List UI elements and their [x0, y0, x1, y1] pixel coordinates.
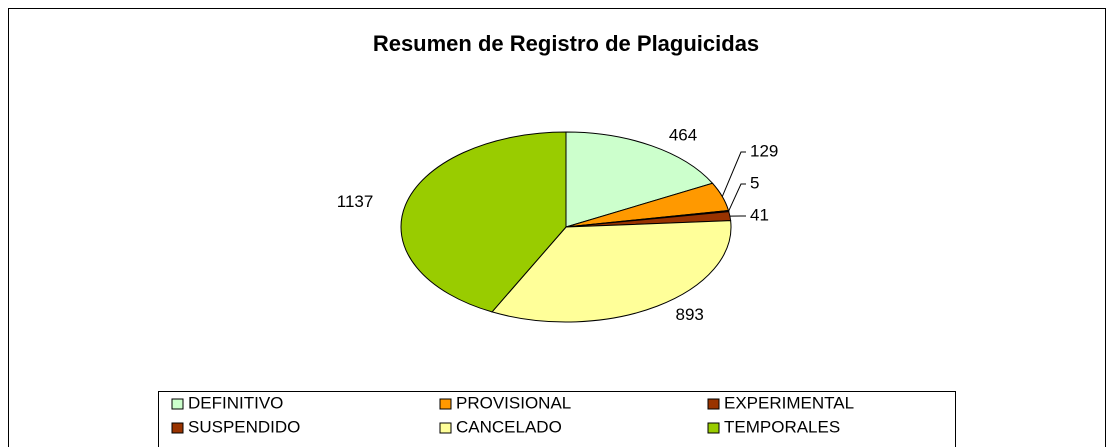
- data-label: 41: [750, 205, 769, 224]
- legend-marker: [171, 422, 184, 434]
- legend-marker: [439, 398, 452, 410]
- legend-label: PROVISIONAL: [456, 393, 571, 412]
- legend-label: TEMPORALES: [724, 417, 840, 436]
- leader-line: [721, 151, 746, 197]
- leader-line: [728, 183, 746, 212]
- legend-marker: [707, 398, 720, 410]
- data-label: 129: [750, 141, 778, 160]
- pie-slice: [400, 131, 567, 313]
- legend-marker: [707, 422, 720, 434]
- legend-box: [158, 391, 956, 447]
- legend-marker: [439, 422, 452, 434]
- data-label: 464: [669, 126, 697, 145]
- legend-marker: [171, 398, 184, 410]
- legend-label: CANCELADO: [456, 417, 562, 436]
- data-label: 5: [750, 173, 759, 192]
- pie-slice: [491, 220, 732, 323]
- data-label: 1137: [337, 192, 374, 211]
- pie-slice: [565, 131, 714, 228]
- data-label: 893: [676, 305, 704, 324]
- legend-label: DEFINITIVO: [188, 393, 283, 412]
- legend-label: SUSPENDIDO: [188, 417, 300, 436]
- legend-label: EXPERIMENTAL: [724, 393, 854, 412]
- chart-title: Resumen de Registro de Plaguicidas: [373, 31, 759, 56]
